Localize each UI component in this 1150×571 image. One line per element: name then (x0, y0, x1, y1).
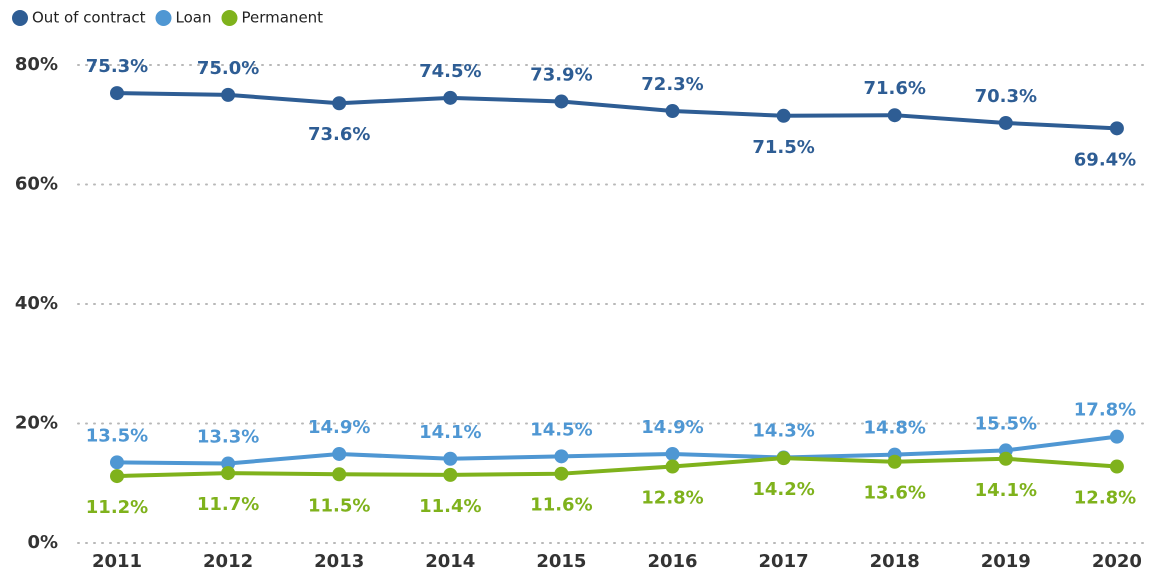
data-point (554, 466, 569, 481)
data-label: 11.5% (308, 495, 370, 516)
data-point (1109, 429, 1124, 444)
data-label: 69.4% (1074, 149, 1136, 170)
data-point (887, 108, 902, 123)
x-tick-label: 2020 (1092, 551, 1142, 571)
data-label: 14.5% (530, 419, 592, 440)
data-label: 70.3% (975, 86, 1037, 107)
data-point (332, 96, 347, 111)
x-tick-label: 2011 (92, 551, 142, 571)
data-point (110, 455, 124, 470)
x-tick-label: 2015 (536, 551, 586, 571)
data-label: 73.9% (530, 64, 592, 85)
data-label: 13.6% (863, 483, 925, 504)
x-tick-label: 2014 (425, 551, 475, 571)
data-point (998, 115, 1013, 130)
data-label: 75.0% (197, 58, 259, 79)
data-point (443, 451, 458, 466)
data-label: 75.3% (86, 56, 148, 77)
data-label: 72.3% (641, 74, 703, 95)
data-label: 14.2% (752, 479, 814, 500)
series-line (116, 434, 1118, 466)
data-point (110, 86, 124, 101)
data-point (443, 90, 458, 105)
legend-label: Out of contract (32, 9, 146, 27)
data-label: 11.6% (530, 495, 592, 516)
y-tick-label: 0% (27, 532, 58, 553)
data-point (665, 459, 680, 474)
data-label: 14.9% (308, 417, 370, 438)
y-tick-label: 60% (15, 174, 58, 195)
data-label: 14.9% (641, 417, 703, 438)
legend-marker (221, 10, 238, 26)
data-point (665, 446, 680, 461)
data-point (332, 446, 347, 461)
data-label: 17.8% (1074, 400, 1136, 421)
data-label: 13.3% (197, 427, 259, 448)
data-point (554, 449, 569, 464)
data-point (776, 108, 791, 123)
x-tick-label: 2019 (981, 551, 1031, 571)
data-label: 14.1% (419, 422, 481, 443)
data-label: 74.5% (419, 61, 481, 82)
legend-label: Permanent (241, 9, 323, 27)
data-point (554, 94, 569, 109)
data-label: 14.8% (863, 418, 925, 439)
data-point (1109, 459, 1124, 474)
data-point (1109, 121, 1124, 136)
y-tick-label: 40% (15, 293, 58, 314)
data-label: 14.3% (752, 421, 814, 442)
x-tick-label: 2013 (314, 551, 364, 571)
x-tick-label: 2017 (759, 551, 809, 571)
data-label: 15.5% (975, 413, 1037, 434)
legend-label: Loan (176, 9, 212, 27)
legend-marker (155, 10, 172, 26)
data-point (110, 469, 124, 484)
data-label: 11.4% (419, 496, 481, 517)
data-point (665, 104, 680, 119)
data-point (776, 451, 791, 466)
series-line (116, 456, 1118, 479)
data-label: 11.2% (86, 497, 148, 518)
data-label: 14.1% (975, 480, 1037, 501)
data-label: 73.6% (308, 124, 370, 145)
data-label: 71.5% (752, 137, 814, 158)
x-tick-label: 2012 (203, 551, 253, 571)
data-point (221, 87, 236, 102)
y-tick-label: 20% (15, 413, 58, 434)
legend-marker (12, 10, 28, 26)
data-label: 12.8% (641, 488, 703, 509)
data-label: 12.8% (1074, 488, 1136, 509)
x-tick-label: 2018 (870, 551, 920, 571)
data-point (443, 467, 458, 482)
data-point (332, 467, 347, 482)
data-point (221, 466, 236, 481)
y-tick-label: 80% (15, 54, 58, 75)
x-tick-label: 2016 (647, 551, 697, 571)
data-label: 11.7% (197, 494, 259, 515)
data-label: 13.5% (86, 425, 148, 446)
data-point (887, 454, 902, 469)
data-point (998, 451, 1013, 466)
series-line (116, 91, 1117, 131)
data-label: 71.6% (863, 78, 925, 99)
